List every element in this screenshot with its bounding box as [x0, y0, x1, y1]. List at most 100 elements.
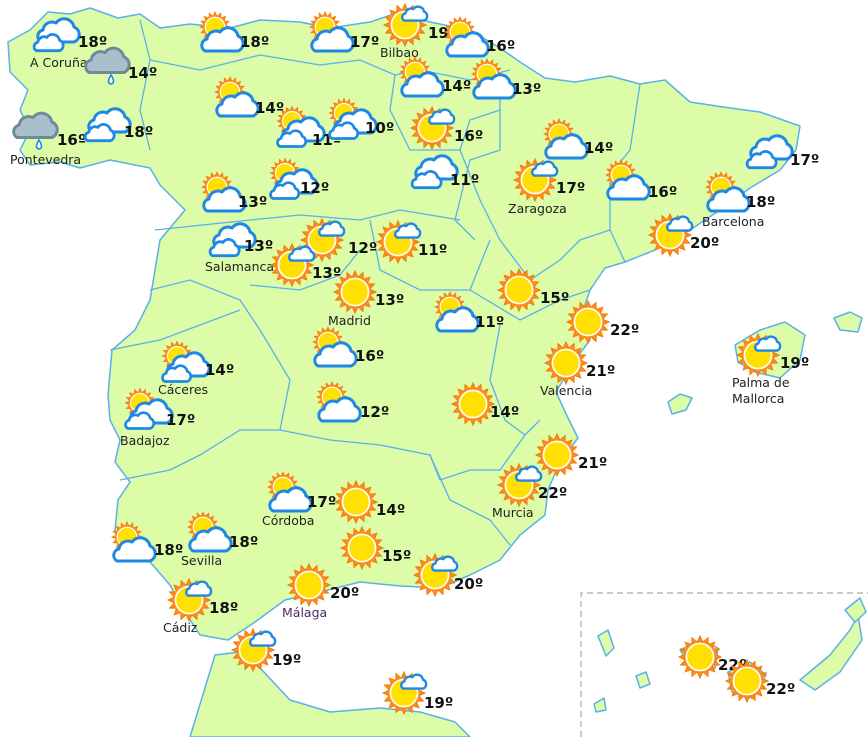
- cloud-icon: [313, 341, 358, 368]
- weather-station[interactable]: 14º Cáceres: [158, 340, 234, 397]
- city-label: Zaragoza: [508, 201, 567, 216]
- weather-station[interactable]: 16º: [605, 159, 677, 201]
- partly-cloudy-icon: [543, 118, 589, 160]
- weather-station[interactable]: 14º: [399, 56, 471, 98]
- temperature: 12º: [348, 239, 377, 257]
- cloud-icon: [276, 129, 308, 148]
- weather-station[interactable]: 19º: [230, 627, 301, 673]
- weather-station[interactable]: 18º: [111, 521, 183, 563]
- weather-station[interactable]: 11º: [410, 154, 479, 190]
- weather-station[interactable]: 13º: [471, 58, 541, 100]
- temperature: 16º: [486, 37, 515, 55]
- weather-station[interactable]: 18º: [83, 107, 153, 143]
- partly-cloudy-icon: [214, 76, 260, 118]
- weather-station[interactable]: 11º: [276, 105, 341, 149]
- temperature: 17º: [307, 493, 336, 511]
- region-borders: [109, 19, 641, 546]
- weather-station[interactable]: 18º: [199, 11, 269, 53]
- weather-station[interactable]: 12º: [269, 157, 329, 200]
- weather-station[interactable]: 13º Madrid: [328, 269, 404, 328]
- sun-small-cloud-icon: [409, 105, 456, 151]
- partly-cloudy-icon: [316, 381, 362, 423]
- temperature: 16º: [454, 127, 483, 145]
- cloud-icon: [410, 170, 443, 190]
- temperature: 11º: [418, 241, 447, 259]
- cloud-icon: [472, 73, 517, 100]
- weather-station[interactable]: 14º: [333, 479, 405, 525]
- sun-icon: [286, 562, 332, 608]
- sun-icon: [543, 340, 589, 386]
- weather-station[interactable]: 18º Cádiz: [163, 577, 238, 635]
- sun-icon: [286, 562, 332, 608]
- weather-station[interactable]: 14º: [450, 381, 519, 427]
- weather-station[interactable]: 17º: [309, 11, 379, 53]
- weather-station[interactable]: 15º: [496, 267, 569, 313]
- sun-clouds-icon: [328, 97, 378, 140]
- weather-station[interactable]: 21º: [534, 432, 607, 478]
- temperature: 14º: [205, 361, 234, 379]
- weather-station[interactable]: 10º: [328, 97, 394, 140]
- sun-clouds-icon: [269, 157, 319, 200]
- cloudy-icon: [83, 107, 132, 143]
- weather-station[interactable]: 18º Sevilla: [181, 511, 258, 568]
- cloud-icon: [706, 186, 751, 213]
- weather-station[interactable]: 13º: [201, 171, 267, 213]
- weather-station[interactable]: 17º Córdoba: [262, 471, 336, 528]
- canary-inset-frame: [580, 592, 868, 737]
- weather-station[interactable]: 22º Murcia: [492, 462, 567, 520]
- weather-station[interactable]: 21º Valencia: [540, 340, 615, 398]
- weather-station[interactable]: 16º: [444, 16, 515, 58]
- city-label: Valencia: [540, 383, 592, 398]
- temperature: 20º: [330, 584, 359, 602]
- weather-station[interactable]: 13º Salamanca: [205, 222, 274, 274]
- city-label: Madrid: [328, 313, 371, 328]
- weather-station[interactable]: 14º: [214, 76, 284, 118]
- cloud-icon: [745, 150, 778, 170]
- cloud-icon: [754, 335, 782, 352]
- weather-station[interactable]: 17º Zaragoza: [508, 157, 585, 216]
- sun-small-cloud-icon: [166, 577, 213, 623]
- weather-station[interactable]: 16º Pontevedra: [10, 111, 86, 167]
- temperature: 18º: [154, 541, 183, 559]
- partly-cloudy-icon: [434, 291, 480, 333]
- cloud-icon: [666, 215, 694, 232]
- sun-small-cloud-icon: [496, 462, 543, 508]
- weather-station[interactable]: 17º: [745, 134, 819, 170]
- partly-cloudy-icon: [267, 471, 313, 513]
- temperature: 18º: [124, 123, 153, 141]
- weather-station[interactable]: 18º A Coruña: [30, 17, 107, 70]
- cloud-icon: [112, 536, 157, 563]
- weather-station[interactable]: 20º: [412, 552, 483, 598]
- weather-station[interactable]: 12º: [316, 381, 389, 423]
- weather-station[interactable]: 22º: [565, 299, 639, 345]
- partly-cloudy-icon: [199, 11, 245, 53]
- weather-station[interactable]: 16º: [409, 105, 483, 151]
- weather-station[interactable]: 14º: [543, 118, 613, 160]
- temperature: 16º: [648, 183, 677, 201]
- temperature: 13º: [312, 264, 341, 282]
- weather-station[interactable]: 19º: [381, 670, 453, 716]
- weather-station[interactable]: 15º: [339, 525, 411, 571]
- weather-station[interactable]: 13º: [269, 242, 341, 288]
- cloud-icon: [531, 160, 559, 177]
- cloud-icon: [401, 5, 429, 22]
- partly-cloudy-icon: [705, 171, 751, 213]
- weather-station[interactable]: 18º Barcelona: [702, 171, 775, 229]
- weather-station[interactable]: 22º: [724, 658, 795, 704]
- sun-icon: [565, 299, 611, 345]
- weather-station[interactable]: 16º: [312, 326, 384, 368]
- weather-station[interactable]: 11º: [434, 291, 504, 333]
- ibiza: [667, 393, 693, 415]
- menorca: [833, 311, 863, 333]
- sun-icon: [333, 479, 379, 525]
- weather-station[interactable]: 17º Badajoz: [120, 387, 195, 448]
- temperature: 14º: [442, 77, 471, 95]
- weather-station[interactable]: 20º: [647, 212, 719, 258]
- weather-station[interactable]: 11º: [375, 219, 447, 265]
- station-layer: 18º A Coruña 14º 16º Pontevedra 18º 18º 17º 19º B…: [10, 2, 819, 716]
- cloud-icon: [400, 71, 445, 98]
- weather-station[interactable]: 14º: [84, 46, 158, 85]
